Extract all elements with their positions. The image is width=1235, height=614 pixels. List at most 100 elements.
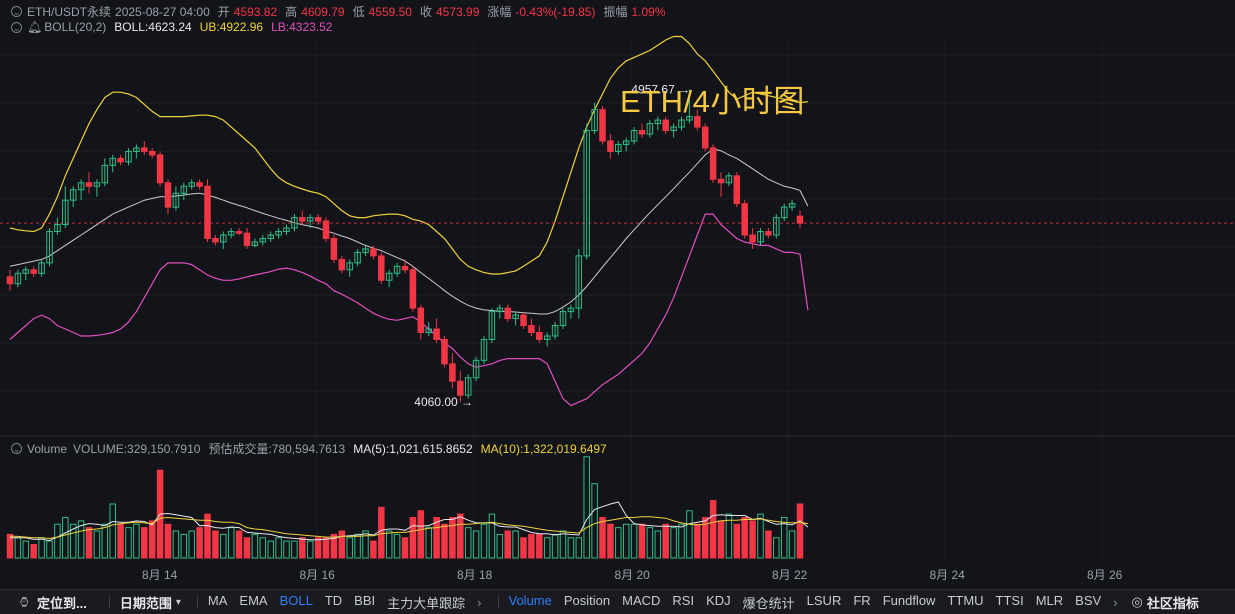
subindicator-爆仓统计[interactable]: 爆仓统计 <box>742 595 795 611</box>
subindicator-position[interactable]: Position <box>563 592 611 608</box>
volume-bar <box>559 530 567 559</box>
volume-bar <box>701 517 709 559</box>
candle-body <box>749 234 756 243</box>
bell-icon[interactable]: 🔔︎ <box>27 20 43 34</box>
candle-body <box>662 119 669 132</box>
volume-bar <box>591 483 598 559</box>
volume-label[interactable]: Volume <box>27 441 68 456</box>
volume-bar <box>275 537 282 559</box>
x-tick-label: 8月 16 <box>299 568 335 582</box>
candle-body <box>717 178 725 184</box>
indicator-ema[interactable]: EMA <box>239 592 268 608</box>
candle-body <box>385 272 393 281</box>
low-value: 4559.50 <box>368 4 412 19</box>
community-indicators-button[interactable]: 社区指标 <box>1146 595 1199 611</box>
chevron-down-icon[interactable]: ▾ <box>175 596 181 608</box>
volume-bar <box>117 523 124 559</box>
volume-bar <box>773 537 780 559</box>
subindicator-mlr[interactable]: MLR <box>1035 592 1064 608</box>
indicator-bbi[interactable]: BBI <box>354 592 376 608</box>
candle-body <box>788 203 796 208</box>
community-icon[interactable]: ◎ <box>1131 594 1143 609</box>
subindicator-bsv[interactable]: BSV <box>1075 592 1102 608</box>
volume-bar <box>85 527 93 559</box>
subindicator-ttmu[interactable]: TTMU <box>947 592 984 608</box>
candle-body <box>449 363 456 382</box>
boll-label[interactable]: BOLL(20,2) <box>44 20 107 34</box>
calendar-icon[interactable]: ⌚︎ <box>18 594 32 610</box>
volume-bar <box>133 523 140 559</box>
symbol-label: ETH/USDT永续 <box>27 5 112 19</box>
volume-bar <box>717 520 725 559</box>
candle-body <box>512 314 519 320</box>
volume-bar <box>180 533 188 559</box>
candle-body <box>117 157 124 163</box>
candle-body <box>725 175 733 184</box>
volume-bar <box>646 527 654 559</box>
candle-body <box>54 224 61 233</box>
candle-body <box>575 255 583 309</box>
indicator-boll[interactable]: BOLL <box>279 592 313 608</box>
candle-body <box>346 262 353 271</box>
candle-body <box>38 262 45 274</box>
indicator-主力大单跟踪[interactable]: 主力大单跟踪 <box>387 595 466 611</box>
volume-bar <box>709 500 717 559</box>
subindicator-lsur[interactable]: LSUR <box>806 592 842 608</box>
chevron-right-icon[interactable]: › <box>1113 594 1118 610</box>
locate-button[interactable]: 定位到... <box>37 595 87 611</box>
volume-bar <box>101 523 109 559</box>
volume-bar <box>409 517 417 559</box>
chevron-right-icon[interactable]: › <box>477 594 482 610</box>
chevron-toggle-icon[interactable]: ⌄ <box>11 6 22 17</box>
volume-header: ⌄ Volume VOLUME:329,150.7910 预估成交量:780,5… <box>0 440 615 457</box>
close-value: 4573.99 <box>436 4 480 19</box>
volume-bar <box>472 530 480 559</box>
candle-body <box>148 150 156 156</box>
candle-body <box>583 130 590 257</box>
subindicator-fr[interactable]: FR <box>853 592 871 608</box>
volume-bar <box>780 517 788 559</box>
volume-bar <box>362 530 369 559</box>
boll-ub-value: UB:4922.96 <box>199 20 264 34</box>
volume-bar <box>741 517 748 559</box>
candle-body <box>567 307 575 313</box>
volume-bar <box>164 523 172 559</box>
subindicator-volume[interactable]: Volume <box>508 592 552 608</box>
volume-bar <box>607 523 614 559</box>
main-indicator-list: MA EMA BOLL TD BBI 主力大单跟踪 <box>208 593 477 612</box>
subindicator-rsi[interactable]: RSI <box>672 592 695 608</box>
volume-bar <box>267 540 274 559</box>
volume-bar <box>615 527 622 559</box>
indicator-td[interactable]: TD <box>324 592 343 608</box>
volume-bar <box>457 513 464 559</box>
chevron-toggle-icon[interactable]: ⌄ <box>11 21 22 33</box>
x-tick-label: 8月 24 <box>929 568 965 582</box>
volume-bar <box>401 537 409 559</box>
indicator-ma[interactable]: MA <box>207 592 228 608</box>
candle-body <box>741 203 748 236</box>
boll-upper-line <box>9 35 808 275</box>
volume-bar <box>38 537 45 559</box>
subindicator-kdj[interactable]: KDJ <box>706 592 731 608</box>
candle-body <box>370 248 377 257</box>
volume-bar <box>322 537 330 559</box>
candle-body <box>77 182 85 191</box>
volume-ma10-line <box>9 516 808 539</box>
date-range-button[interactable]: 日期范围 <box>119 595 172 611</box>
volume-bar <box>599 517 606 559</box>
candle-body <box>393 265 401 274</box>
subindicator-fundflow[interactable]: Fundflow <box>882 592 936 608</box>
x-tick-label: 8月 22 <box>772 568 808 582</box>
volume-bar <box>504 530 511 559</box>
subindicator-macd[interactable]: MACD <box>622 592 661 608</box>
candle-body <box>196 182 203 187</box>
chevron-toggle-icon[interactable]: ⌄ <box>11 443 22 454</box>
boll-header: ⌄ 🔔︎ BOLL(20,2) BOLL:4623.24 UB:4922.96 … <box>0 20 340 34</box>
volume-bar <box>480 523 488 559</box>
candle-body <box>101 164 109 184</box>
volume-bar <box>14 537 22 559</box>
candle-body <box>235 231 243 234</box>
subindicator-ttsi[interactable]: TTSI <box>995 592 1024 608</box>
candle-body <box>630 130 638 142</box>
